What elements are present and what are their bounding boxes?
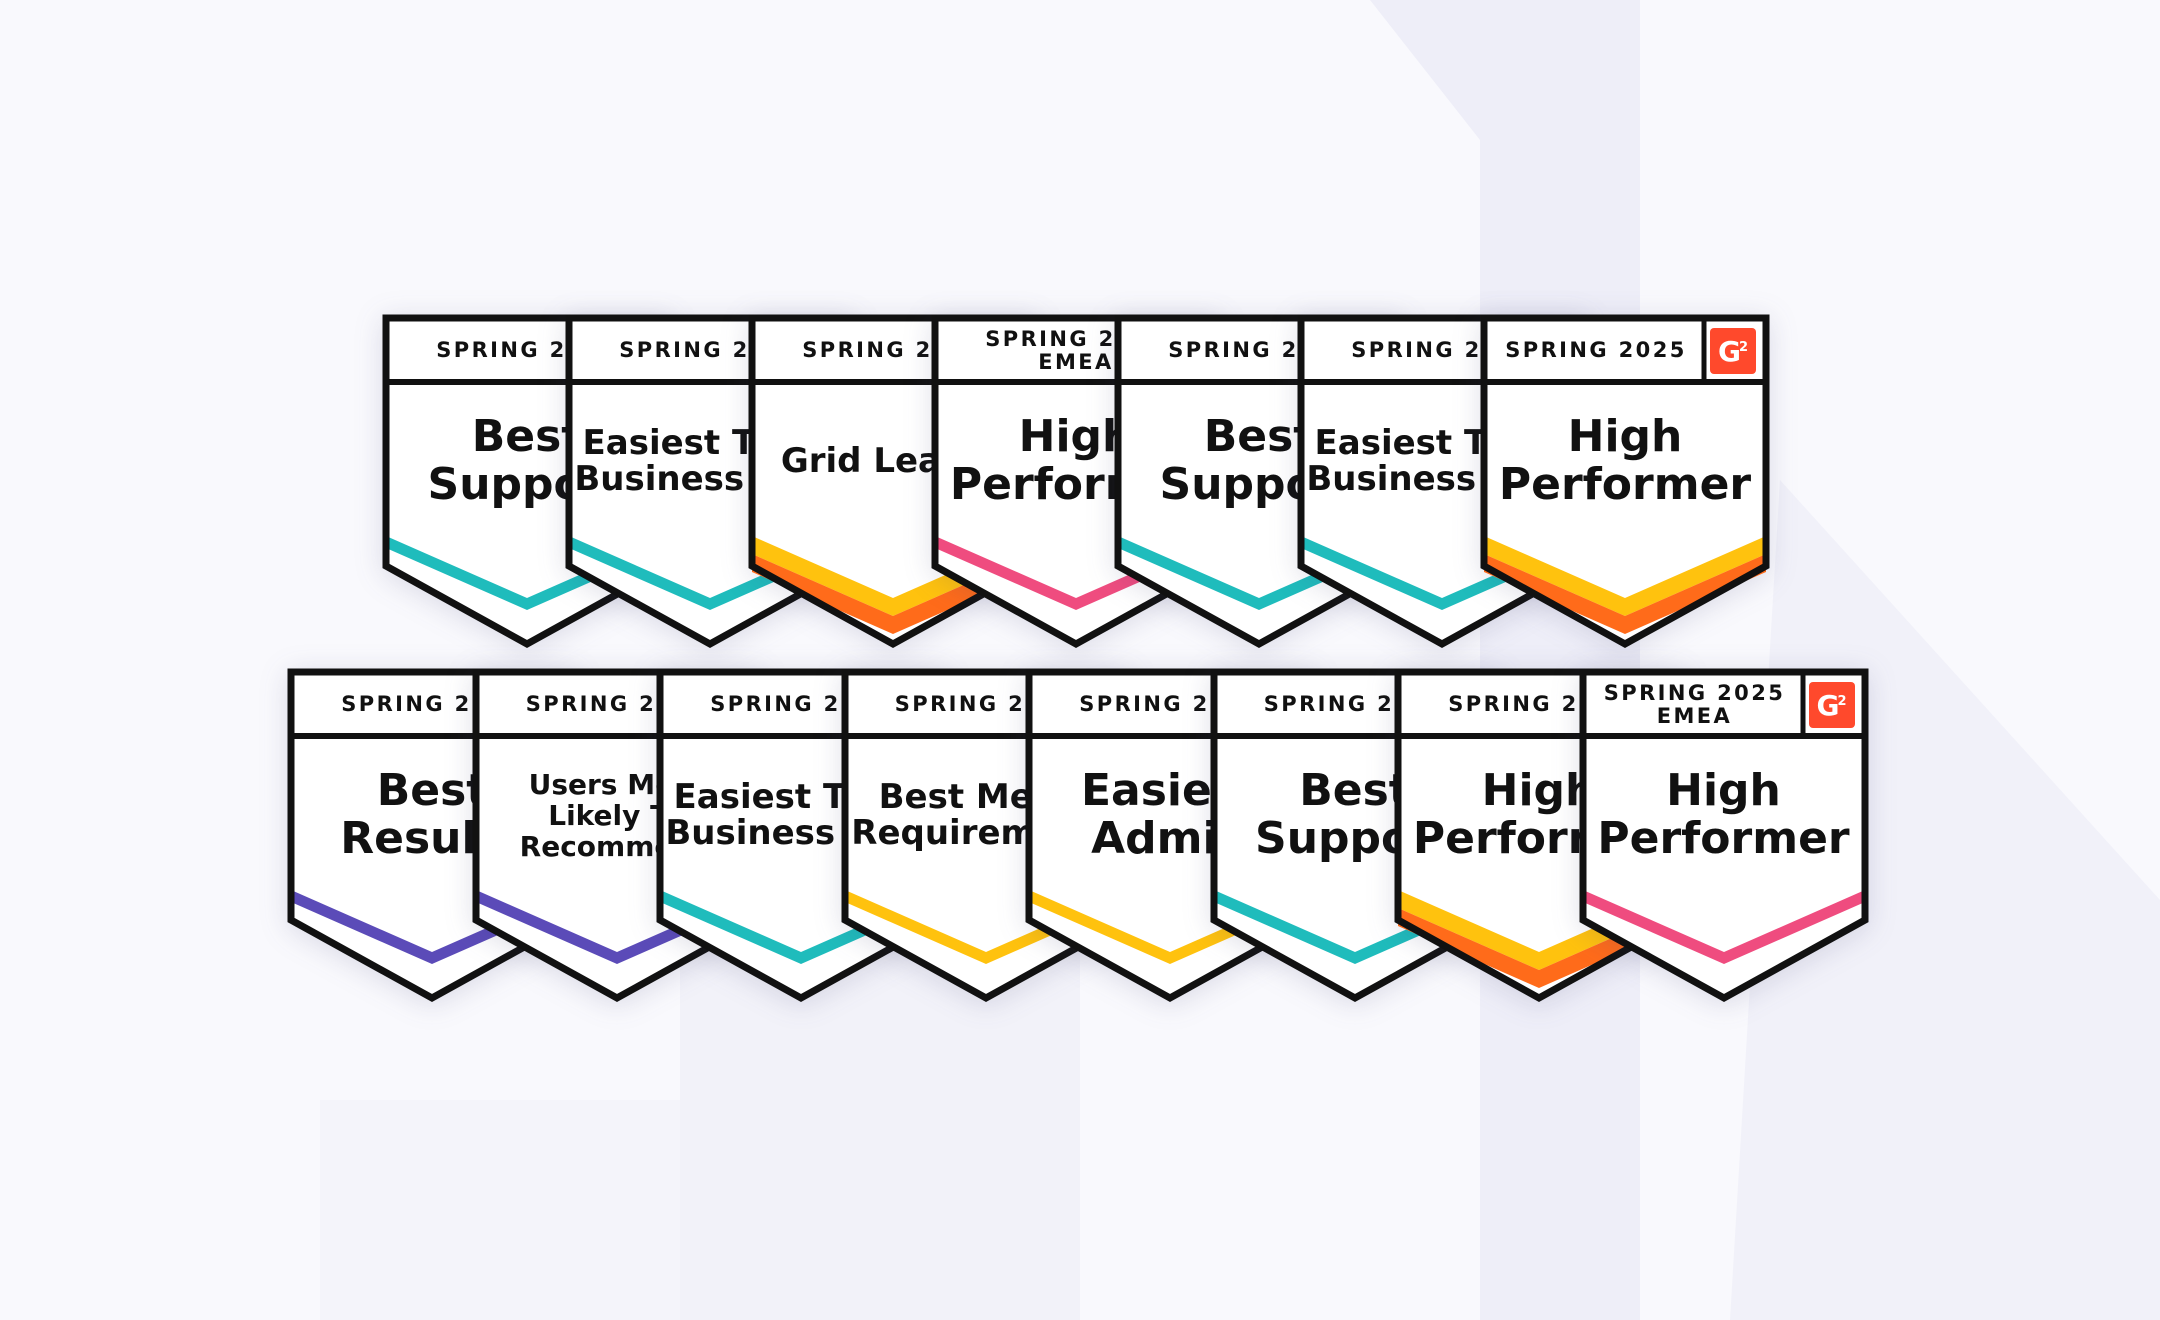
g2-award-badge: SPRING 2025 G 2 High Performer: [1480, 314, 1770, 654]
badge-title: High Performer: [1498, 411, 1752, 510]
badge-shape: [1480, 314, 1770, 648]
badge-title: High Performer: [1597, 765, 1850, 864]
badge-region-label: EMEA: [1656, 703, 1733, 728]
badge-season: SPRING 2025: [1486, 322, 1706, 379]
badge-season-label: SPRING 2025: [1505, 338, 1687, 362]
badge-shape: [1579, 668, 1868, 1002]
g2-award-badge: SPRING 2025 EMEA G 2 High Performer: [1579, 668, 1869, 1008]
badge-season-label: SPRING 2025: [1603, 680, 1786, 705]
badge-season: SPRING 2025 EMEA: [1585, 676, 1805, 733]
badge-region-label: EMEA: [1038, 349, 1114, 374]
badge-stripe: [1484, 536, 1766, 616]
